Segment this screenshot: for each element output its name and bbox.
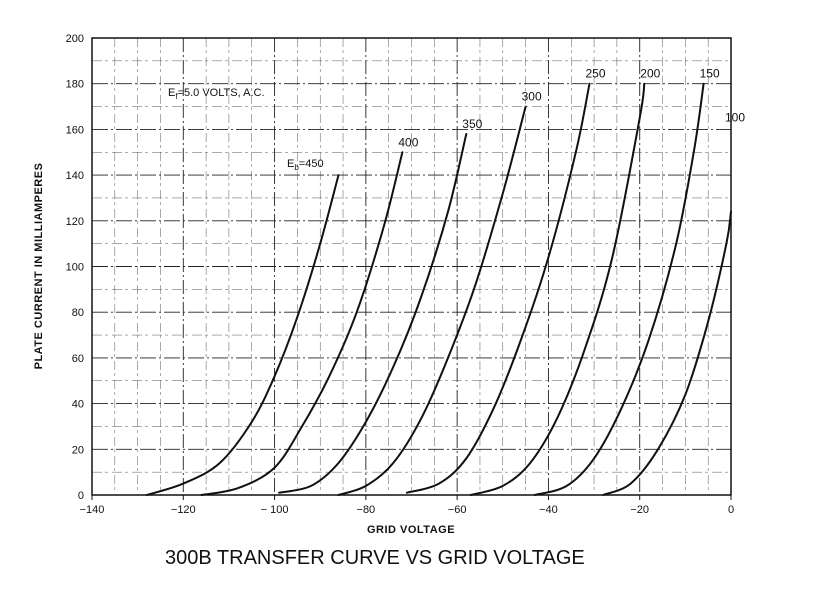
curve-label-300: 300 <box>522 90 542 104</box>
x-tick-label: 0 <box>728 504 734 516</box>
plot-frame <box>91 37 732 496</box>
curve-label-200: 200 <box>640 67 660 81</box>
x-tick-label: −80 <box>357 504 376 516</box>
y-tick-label: 160 <box>66 124 84 136</box>
curve-eb-350 <box>278 133 468 494</box>
x-tick-label: −120 <box>171 504 196 516</box>
y-axis-title: PLATE CURRENT IN MILLIAMPERES <box>33 163 45 370</box>
x-tick-label: −140 <box>80 504 105 516</box>
curve-eb-100 <box>602 210 732 496</box>
y-tick-label: 20 <box>72 444 84 456</box>
x-axis-title: GRID VOLTAGE <box>367 524 455 536</box>
y-tick-label: 60 <box>72 353 84 365</box>
grid-lines <box>91 37 732 496</box>
y-tick-label: 200 <box>66 33 84 45</box>
x-tick-label: −40 <box>539 504 558 516</box>
plate-voltage-annotation: Eb=450 <box>287 158 324 172</box>
y-tick-label: 120 <box>66 216 84 228</box>
filament-voltage-annotation: Ef=5.0 VOLTS, A.C. <box>168 87 265 101</box>
curve-eb-250 <box>405 82 591 494</box>
y-tick-label: 80 <box>72 307 84 319</box>
y-tick-label: 40 <box>72 399 84 411</box>
curve-eb-300 <box>337 105 527 496</box>
curve-label-250: 250 <box>586 67 606 81</box>
transfer-curve-chart: −140 −120 − 100 −80 −60 −40 −20 0 0 20 40 60 80 100 12… <box>33 33 745 536</box>
axis-ticks: −140 −120 − 100 −80 −60 −40 −20 0 0 20 40 60 80 100 12… <box>66 33 734 516</box>
curves <box>145 82 732 496</box>
x-tick-label: −60 <box>448 504 467 516</box>
y-tick-label: 100 <box>66 262 84 274</box>
curve-eb-400 <box>200 151 404 496</box>
curve-labels: 400 350 300 250 200 150 100 <box>398 67 745 150</box>
curve-label-100: 100 <box>725 111 745 125</box>
curve-eb-450 <box>145 174 340 496</box>
y-tick-label: 180 <box>66 79 84 91</box>
curve-label-150: 150 <box>700 67 720 81</box>
curve-label-350: 350 <box>462 117 482 131</box>
y-tick-label: 0 <box>78 490 84 502</box>
y-tick-label: 140 <box>66 170 84 182</box>
curve-eb-200 <box>469 82 646 496</box>
x-tick-label: −20 <box>630 504 649 516</box>
curve-label-400: 400 <box>398 135 418 149</box>
curve-eb-150 <box>533 82 705 496</box>
x-tick-label: − 100 <box>261 504 289 516</box>
